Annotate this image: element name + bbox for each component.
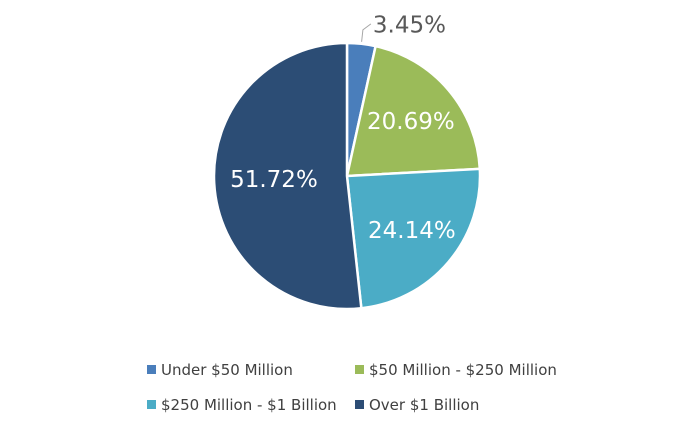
data-label-250-million-1-billion: 24.14%	[368, 218, 456, 244]
pie-slice-over-1-billion	[212, 41, 363, 311]
legend-item-over-1-billion: Over $1 Billion	[355, 396, 479, 414]
legend: Under $50 Million $50 Million - $250 Mill…	[147, 361, 557, 414]
pie-slices	[212, 41, 482, 311]
legend-item-50-million-250-million: $50 Million - $250 Million	[355, 361, 557, 379]
legend-swatch	[355, 365, 364, 374]
pie-slice-250-million-1-billion	[345, 167, 482, 310]
pie-slice-50-million-250-million	[345, 44, 482, 178]
data-labels: 3.45% 20.69% 24.14% 51.72%	[230, 12, 456, 244]
leader-line-under-50-million	[361, 23, 372, 42]
legend-swatch	[147, 400, 156, 409]
legend-label: Under $50 Million	[161, 361, 293, 379]
legend-label: Over $1 Billion	[369, 396, 479, 414]
legend-label: $50 Million - $250 Million	[369, 361, 557, 379]
legend-label: $250 Million - $1 Billion	[161, 396, 337, 414]
legend-item-250-million-1-billion: $250 Million - $1 Billion	[147, 396, 337, 414]
legend-item-under-50-million: Under $50 Million	[147, 361, 293, 379]
data-label-over-1-billion: 51.72%	[230, 167, 318, 193]
data-label-under-50-million: 3.45%	[373, 12, 446, 38]
data-label-50-million-250-million: 20.69%	[367, 109, 455, 135]
legend-swatch	[147, 365, 156, 374]
leader-lines	[361, 23, 372, 42]
legend-swatch	[355, 400, 364, 409]
